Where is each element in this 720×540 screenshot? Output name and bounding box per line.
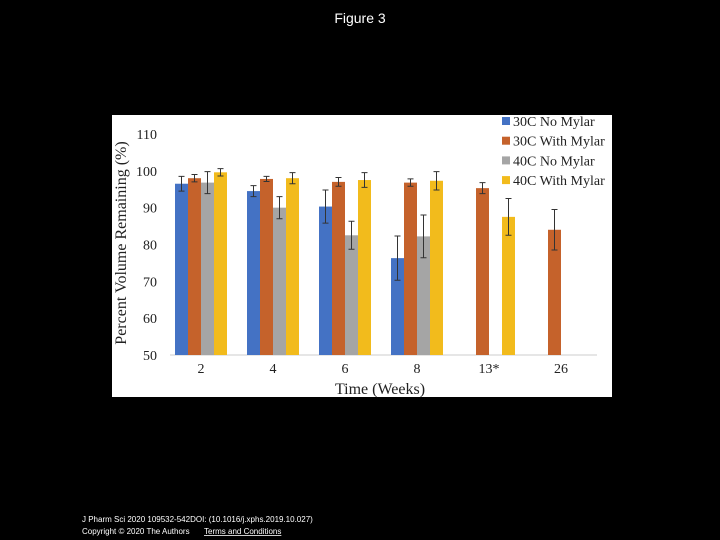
x-tick-label: 4	[270, 362, 277, 377]
copyright: Copyright © 2020 The Authors	[82, 527, 190, 536]
error-bar	[420, 214, 427, 259]
x-tick-label: 26	[554, 362, 568, 377]
error-bar	[335, 176, 342, 187]
legend-label: 30C No Mylar	[513, 115, 595, 130]
error-bar	[394, 235, 401, 281]
y-tick-label: 100	[136, 165, 157, 180]
bar	[260, 178, 273, 355]
bar	[188, 178, 201, 355]
error-bar	[348, 220, 355, 250]
bar	[417, 236, 430, 355]
error-bar	[433, 171, 440, 191]
error-bar	[191, 174, 198, 183]
error-bar	[250, 185, 257, 198]
bar	[214, 172, 227, 355]
error-bar	[276, 196, 283, 220]
y-tick-label: 110	[137, 128, 157, 143]
legend-label: 40C No Mylar	[513, 154, 595, 169]
x-tick-label: 8	[414, 362, 421, 377]
terms-link[interactable]: Terms and Conditions	[204, 527, 281, 536]
y-axis-label: Percent Volume Remaining (%)	[113, 141, 130, 344]
legend-label: 40C With Mylar	[513, 174, 605, 189]
error-bar	[178, 175, 185, 192]
error-bar	[361, 172, 368, 188]
error-bar	[551, 209, 558, 251]
error-bar	[263, 175, 270, 183]
x-tick-label: 6	[342, 362, 349, 377]
error-bar	[217, 168, 224, 177]
bar	[548, 229, 561, 355]
bar	[247, 191, 260, 355]
bar	[391, 258, 404, 355]
bar	[430, 180, 443, 355]
legend-label: 30C With Mylar	[513, 135, 605, 150]
y-tick-label: 80	[143, 239, 157, 254]
bar	[175, 183, 188, 355]
bar	[404, 182, 417, 355]
bar	[345, 235, 358, 355]
error-bar	[407, 178, 414, 187]
slide-title: Figure 3	[334, 10, 386, 26]
error-bar	[505, 197, 512, 236]
y-tick-label: 50	[143, 349, 157, 364]
x-axis-label: Time (Weeks)	[335, 381, 425, 398]
bar	[201, 182, 214, 355]
bar	[358, 180, 371, 355]
bar	[273, 207, 286, 355]
legend-swatch	[502, 176, 510, 185]
bar	[476, 188, 489, 355]
legend-swatch	[502, 117, 510, 125]
error-bar	[204, 171, 211, 195]
error-bar	[322, 189, 329, 224]
y-tick-label: 70	[143, 275, 157, 290]
bar	[502, 216, 515, 355]
bar	[332, 181, 345, 355]
y-tick-label: 60	[143, 312, 157, 327]
bar	[319, 206, 332, 355]
x-tick-label: 2	[198, 362, 205, 377]
error-bar	[479, 182, 486, 195]
bar	[286, 178, 299, 355]
citation: J Pharm Sci 2020 109532-542DOI: (10.1016…	[82, 515, 313, 524]
error-bar	[289, 172, 296, 185]
x-tick-label: 13*	[479, 362, 500, 377]
legend-swatch	[502, 156, 510, 165]
y-tick-label: 90	[143, 202, 157, 217]
legend-swatch	[502, 136, 510, 145]
